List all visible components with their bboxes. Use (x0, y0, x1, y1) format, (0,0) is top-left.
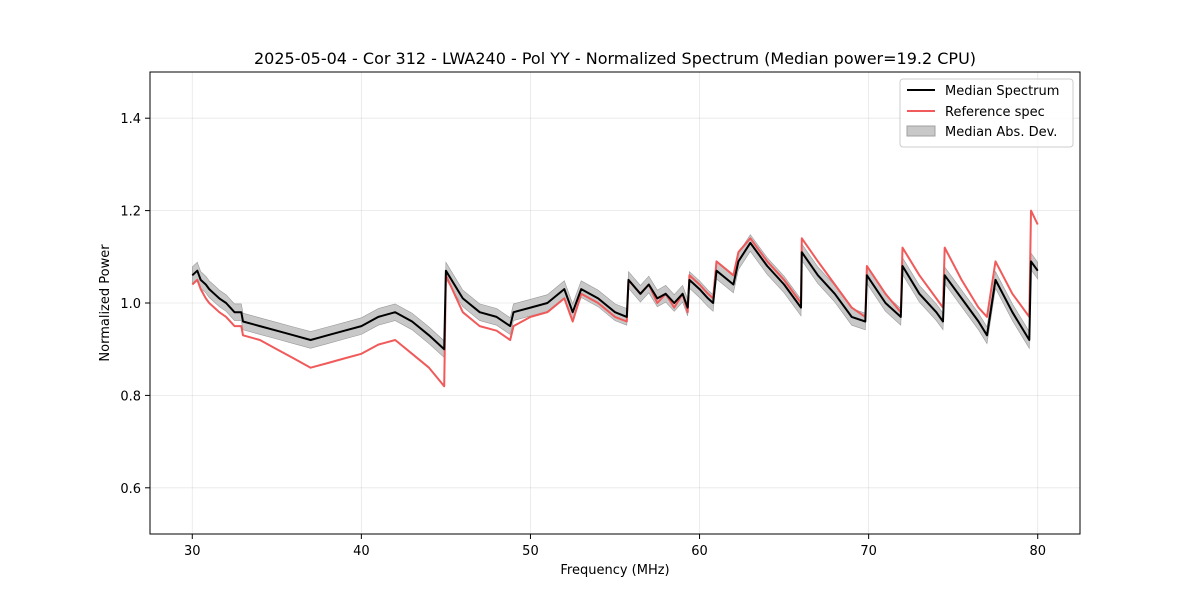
mad-band-layer (192, 234, 1038, 359)
y-tick-label: 0.6 (120, 482, 141, 497)
legend-label-reference-spec: Reference spec (945, 105, 1045, 120)
x-tick-label: 30 (184, 544, 201, 559)
y-tick-label: 1.4 (120, 112, 141, 127)
x-tick-label: 70 (860, 544, 877, 559)
x-tick-label: 50 (522, 544, 539, 559)
median-spectrum-line (191, 241, 1039, 351)
y-tick-label: 1.2 (120, 205, 141, 220)
y-axis: 0.6 0.8 1.0 1.2 1.4 (120, 112, 150, 497)
legend-swatch-mad-band (906, 125, 936, 137)
chart-title: 2025-05-04 - Cor 312 - LWA240 - Pol YY -… (254, 49, 976, 68)
legend: Median Spectrum Reference spec Median Ab… (899, 78, 1074, 148)
legend-label-median-spectrum: Median Spectrum (945, 84, 1059, 99)
x-tick-label: 40 (353, 544, 370, 559)
y-tick-label: 1.0 (120, 297, 141, 312)
x-axis-label: Frequency (MHz) (560, 563, 669, 578)
x-tick-label: 80 (1029, 544, 1046, 559)
series-layer (191, 209, 1039, 388)
x-axis: 30 40 50 60 70 80 (184, 534, 1046, 559)
y-tick-label: 0.8 (120, 389, 141, 404)
legend-label-mad-band: Median Abs. Dev. (945, 125, 1057, 140)
x-tick-label: 60 (691, 544, 708, 559)
mad-band (192, 234, 1038, 359)
y-axis-label: Normalized Power (98, 244, 113, 362)
legend-box (899, 78, 1074, 148)
